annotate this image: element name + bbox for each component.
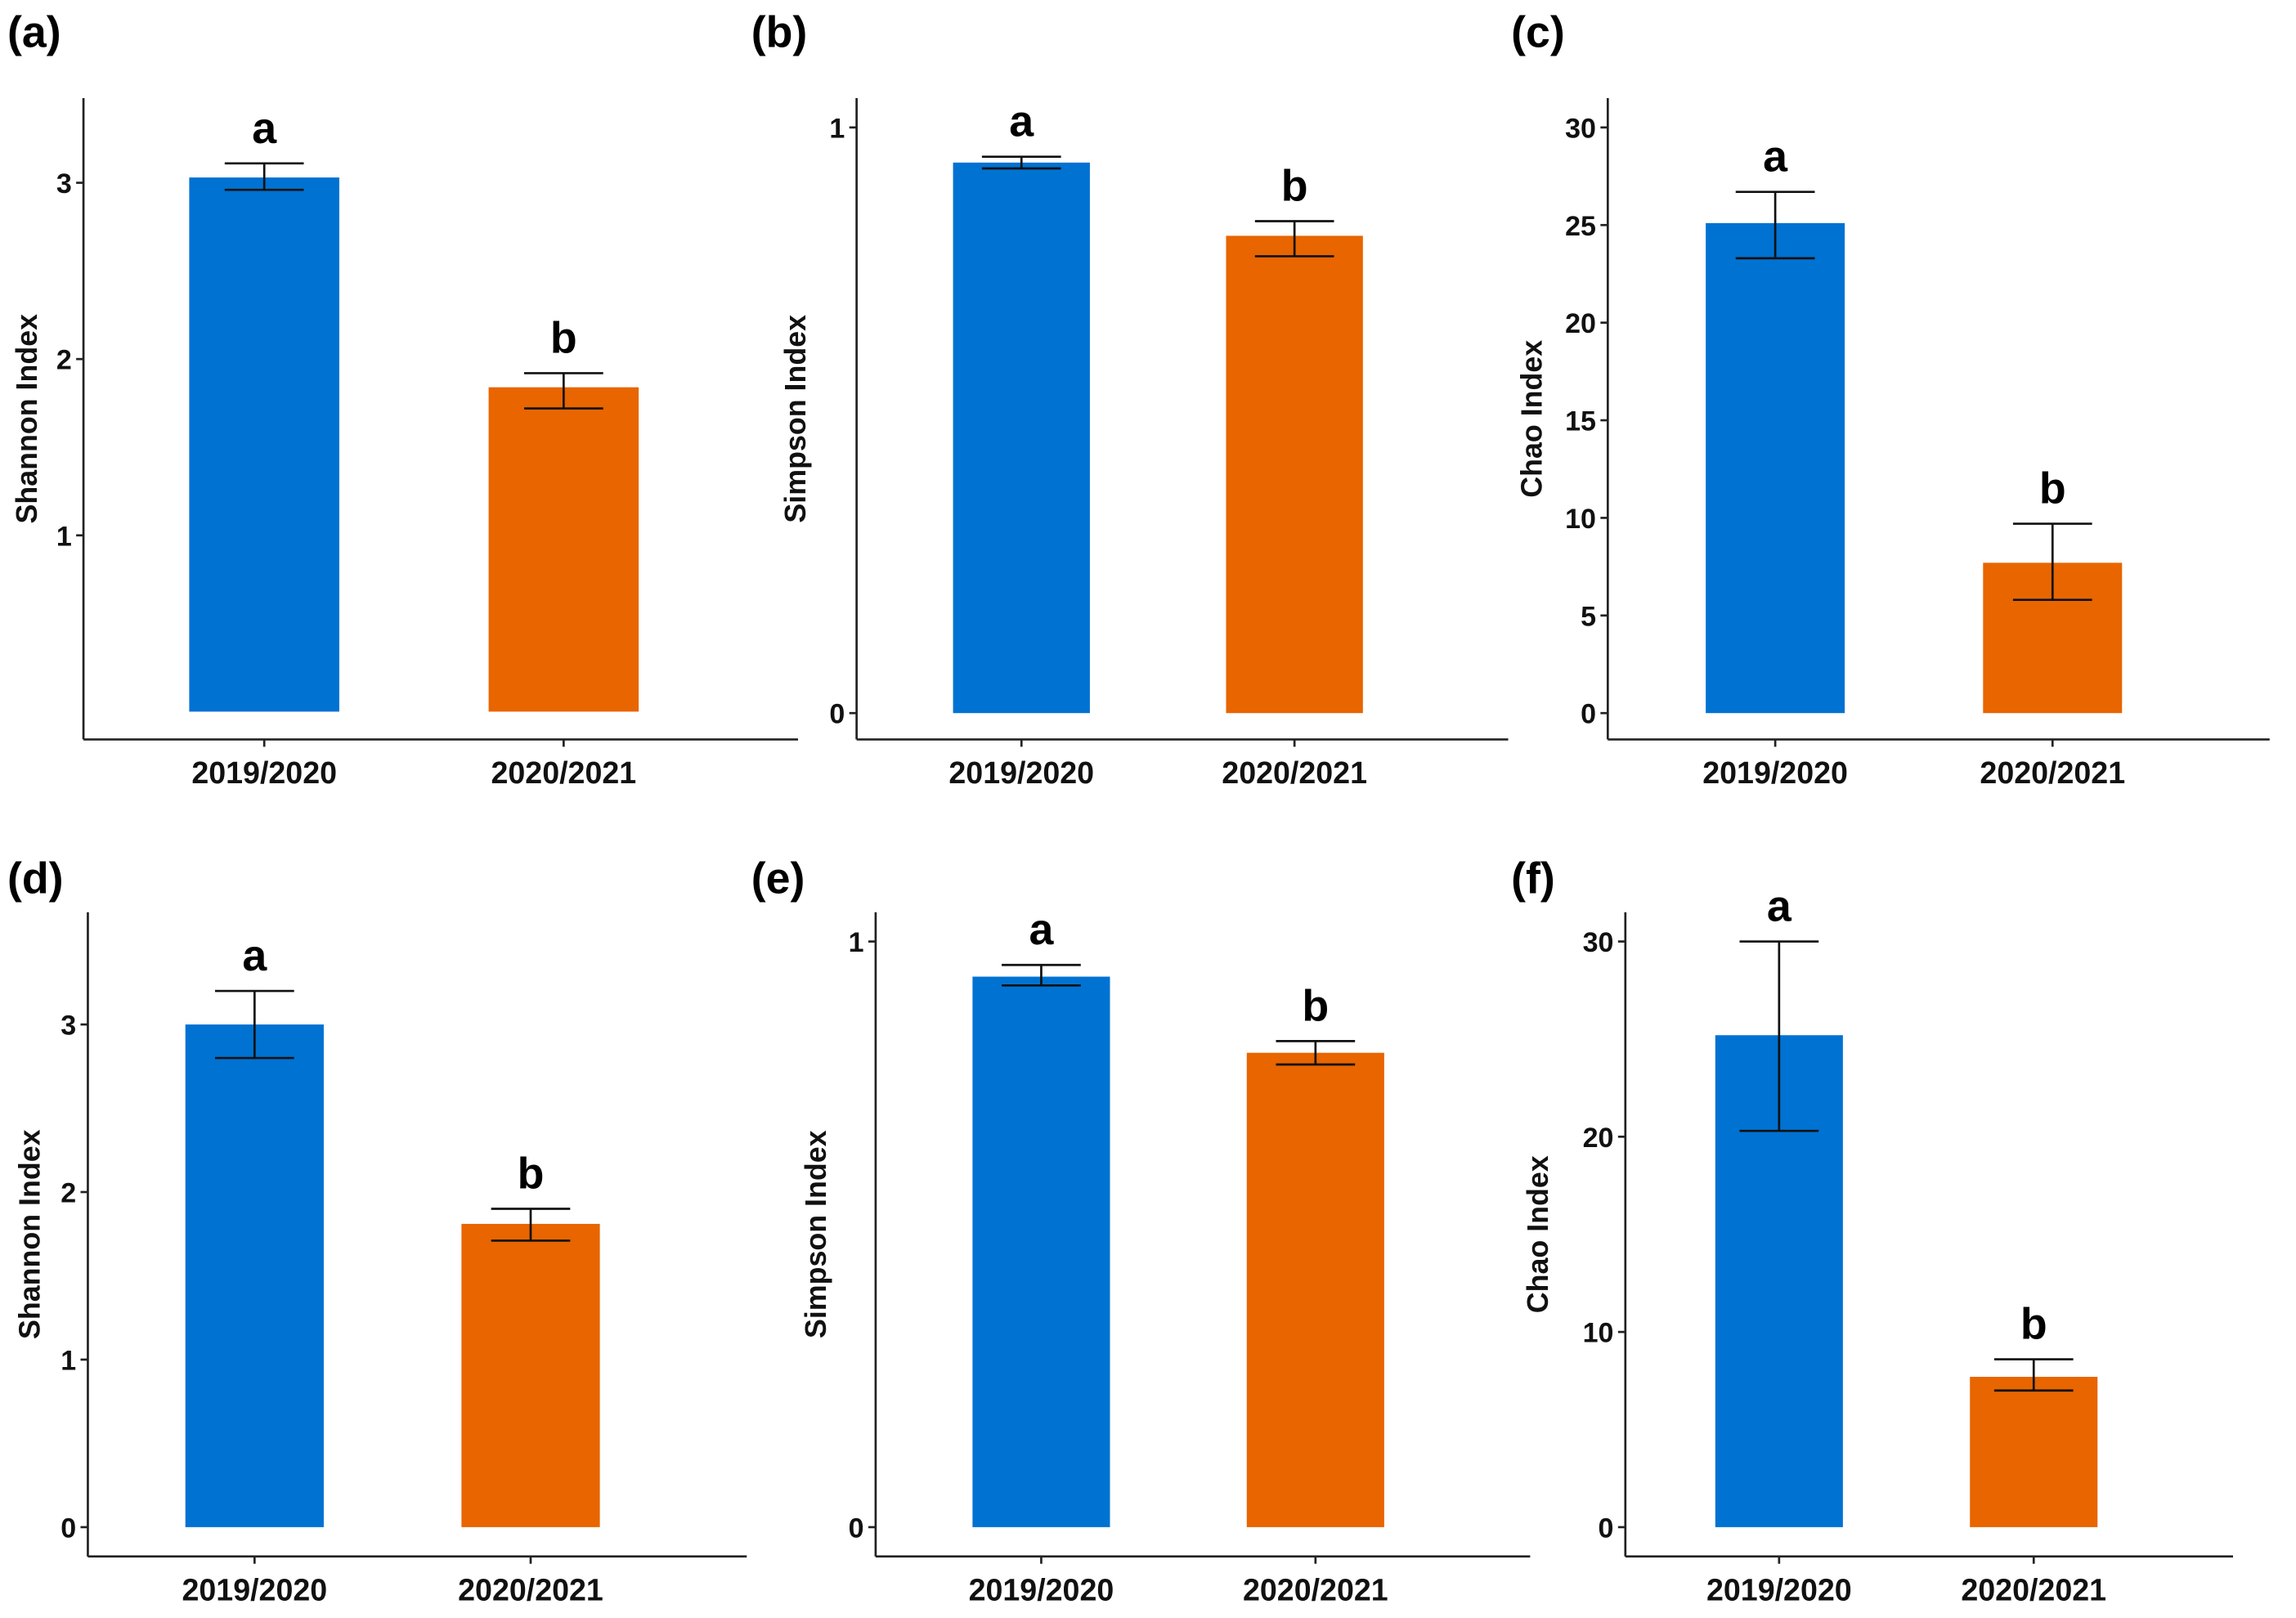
bar-2020-2021 [461,1223,600,1527]
x-tick-label: 2020/2021 [1961,1572,2106,1607]
bar-2020-2021 [1970,1377,2098,1527]
y-tick-label: 20 [1583,1123,1614,1154]
significance-letter: b [550,313,577,362]
panel-label: (b) [751,7,808,56]
y-tick-label: 1 [61,1345,76,1376]
x-tick-label: 2019/2020 [948,755,1094,790]
y-tick-label: 3 [56,168,72,199]
y-tick-label: 15 [1565,406,1596,437]
y-tick-label: 2 [61,1178,76,1209]
y-axis-label: Simpson Index [779,315,812,523]
significance-letter: b [518,1149,545,1198]
bar-2019-2020 [953,162,1090,714]
y-tick-label: 0 [1599,1513,1614,1544]
y-tick-label: 1 [849,927,864,958]
panel-f: (f) 0 10 20 30 Chao Index a 2019/2020 b 2020/2021 [1511,854,2233,1607]
y-tick-label: 2 [56,345,72,376]
x-tick-label: 2020/2021 [1980,755,2125,790]
panel-d: (d) 0 1 2 3 Shannon Index a 2019/2020 b 2020/2021 [7,854,747,1607]
y-tick-label: 25 [1565,211,1596,242]
y-tick-label: 1 [829,113,845,144]
y-tick-label: 10 [1565,504,1596,535]
panel-label: (e) [751,854,805,903]
x-tick-label: 2020/2021 [1243,1572,1388,1607]
y-tick-label: 3 [61,1011,76,1042]
y-tick-label: 0 [61,1513,76,1544]
y-axis-label: Shannon Index [13,1129,46,1339]
panel-label: (f) [1511,854,1555,903]
significance-letter: a [1029,905,1054,954]
significance-letter: a [1767,881,1792,930]
y-axis-label: Simpson Index [800,1130,832,1338]
y-tick-label: 0 [829,699,845,730]
y-tick-label: 30 [1583,927,1614,958]
bar-2020-2021 [1226,235,1363,714]
significance-letter: b [1302,981,1329,1030]
x-tick-label: 2019/2020 [1702,755,1848,790]
x-tick-label: 2020/2021 [458,1572,603,1607]
y-axis-label: Chao Index [1516,340,1549,498]
panel-label: (a) [7,7,61,56]
bar-2019-2020 [185,1024,324,1527]
panel-label: (c) [1511,7,1565,56]
significance-letter: a [1763,132,1788,182]
panel-e: (e) 0 1 Simpson Index a 2019/2020 b 2020/2021 [751,854,1531,1607]
x-tick-label: 2020/2021 [1222,755,1367,790]
panel-b: (b) 0 1 Simpson Index a 2019/2020 b 2020/2021 [751,7,1509,790]
significance-letter: b [2039,464,2066,513]
y-tick-label: 20 [1565,308,1596,339]
y-tick-label: 5 [1581,601,1596,632]
y-axis-label: Shannon Index [11,314,43,524]
bar-2020-2021 [1246,1052,1384,1527]
panel-label: (d) [7,854,64,903]
x-tick-label: 2019/2020 [969,1572,1114,1607]
panel-c: (c) 0 5 10 15 20 25 30 Chao Index a 2019/2020 b 2020… [1511,7,2270,790]
significance-letter: a [252,104,277,153]
y-axis-label: Chao Index [1522,1155,1554,1313]
significance-letter: b [2020,1299,2047,1348]
x-tick-label: 2019/2020 [1706,1572,1852,1607]
x-tick-label: 2019/2020 [182,1572,327,1607]
significance-letter: a [242,931,267,980]
x-tick-label: 2020/2021 [491,755,636,790]
bar-2019-2020 [189,177,339,712]
x-tick-label: 2019/2020 [191,755,337,790]
y-tick-label: 10 [1583,1318,1614,1349]
y-tick-label: 1 [56,521,72,552]
bar-2020-2021 [488,387,639,712]
y-tick-label: 0 [1581,699,1596,730]
y-tick-label: 30 [1565,113,1596,144]
significance-letter: b [1281,161,1308,210]
bar-2019-2020 [1706,222,1845,714]
y-tick-label: 0 [849,1513,864,1544]
panel-a: (a) 1 2 3 Shannon Index a 2019/2020 b 2020/2021 [7,7,798,790]
significance-letter: a [1009,97,1034,146]
bar-2019-2020 [972,976,1110,1527]
